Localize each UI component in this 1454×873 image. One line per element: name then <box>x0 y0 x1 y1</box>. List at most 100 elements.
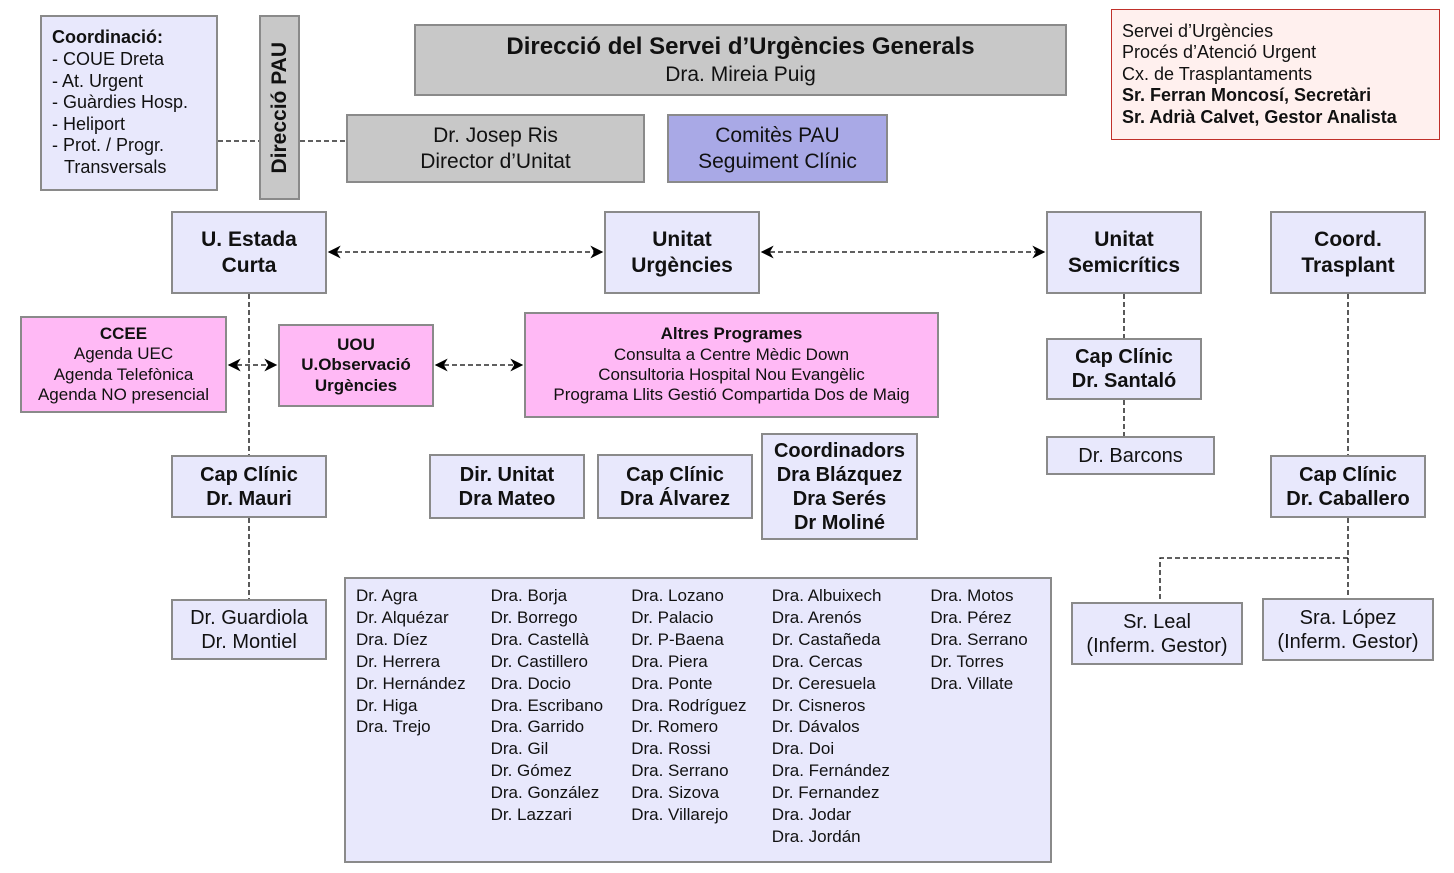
staff-member: Dra. Serrano <box>930 629 1028 649</box>
other-programs-box: Altres Programes Consulta a Centre Mèdic… <box>524 312 939 418</box>
info-line: Servei d’Urgències <box>1122 20 1274 41</box>
program-item: Programa Llits Gestió Compartida Dos de … <box>553 385 910 405</box>
staff-member: Dra. Cercas <box>771 651 863 671</box>
unit-label: Unitat <box>652 228 712 252</box>
ccee-title: CCEE <box>99 323 148 343</box>
staff-member: Dra. Escribano <box>490 695 604 715</box>
unit-trasplant: Coord. Trasplant <box>1270 211 1426 294</box>
staff-member: Dra. Jodar <box>771 805 852 825</box>
staff-column: Dra. Albuixech Dra. Arenós Dr. Castañeda Dr… <box>772 585 931 861</box>
other-programs-title: Altres Programes <box>660 324 803 344</box>
staff-member: Dra. Arenós <box>771 607 862 627</box>
leal-box: Sr. Leal (Inferm. Gestor) <box>1071 602 1243 665</box>
uou-box: UOU U.Observació Urgències <box>278 324 434 407</box>
info-box: Servei d’Urgències Procés d’Atenció Urge… <box>1111 9 1440 140</box>
staff-member: Dr. Hernández <box>356 673 466 693</box>
uou-line: UOU <box>337 334 375 354</box>
person-name: Dr. Barcons <box>1078 444 1183 467</box>
staff-member: Dr. Agra <box>356 586 418 605</box>
dir-mateo-box: Dir. Unitat Dra Mateo <box>429 454 585 519</box>
staff-member: Dr. Ceresuela <box>771 673 876 693</box>
staff-member: Dra. Doi <box>771 739 835 759</box>
staff-member: Dra. Rossi <box>631 739 711 759</box>
staff-member: Dr. Castillero <box>490 651 588 671</box>
secretary: Sr. Ferran Moncosí, Secretàri <box>1122 85 1372 106</box>
person-name: Dra Álvarez <box>619 487 731 510</box>
program-item: Consulta a Centre Mèdic Down <box>613 344 850 364</box>
role-label: Cap Clínic <box>200 463 298 486</box>
role-label: Coordinadors <box>773 439 906 462</box>
staff-member: Dra. Trejo <box>356 717 431 737</box>
info-line: Cx. de Trasplantaments <box>1122 63 1313 84</box>
staff-member: Dra. Piera <box>631 651 708 671</box>
staff-member: Dr. Fernandez <box>771 783 880 803</box>
staff-column: Dra. Motos Dra. Pérez Dra. Serrano Dr. Torr… <box>930 585 1050 861</box>
pau-label: Direcció PAU <box>267 41 291 174</box>
staff-member: Dra. Serrano <box>631 761 729 781</box>
staff-member: Dr. Romero <box>631 717 719 737</box>
cap-mauri-box: Cap Clínic Dr. Mauri <box>171 455 327 518</box>
staff-member: Dra. Villarejo <box>631 805 729 825</box>
staff-member: Dra. Jordán <box>771 826 861 846</box>
staff-member: Dra. Villate <box>930 673 1014 693</box>
committees-line: Comitès PAU <box>715 124 840 148</box>
coordination-box: Coordinació: - COUE Dreta - At. Urgent -… <box>40 15 218 191</box>
staff-member: Dr. Torres <box>930 651 1004 671</box>
unit-semicritics: Unitat Semicrítics <box>1046 211 1202 294</box>
staff-member: Dra. Fernández <box>771 761 890 781</box>
staff-member: Dra. Docio <box>490 673 571 693</box>
staff-column: Dr. Agra Dr. Alquézar Dra. Díez Dr. Herrera… <box>356 585 491 861</box>
unit-urgencies: Unitat Urgències <box>604 211 760 294</box>
staff-member: Dra. Albuixech <box>771 586 882 605</box>
unit-label: U. Estada <box>201 228 297 252</box>
ccee-box: CCEE Agenda UEC Agenda Telefònica Agenda… <box>20 316 227 413</box>
person-name: Dr. Guardiola <box>190 606 308 629</box>
coordination-title: Coordinació: <box>52 27 163 48</box>
guardiola-box: Dr. Guardiola Dr. Montiel <box>171 599 327 660</box>
unit-label: Curta <box>221 253 277 277</box>
analyst: Sr. Adrià Calvet, Gestor Analista <box>1122 106 1397 127</box>
staff-member: Dr. Herrera <box>356 651 441 671</box>
unit-estada-curta: U. Estada Curta <box>171 211 327 294</box>
staff-member: Dra. Díez <box>356 629 428 649</box>
person-name: Dra Blázquez <box>776 463 903 486</box>
person-name: Sra. López <box>1299 606 1397 629</box>
committees-box: Comitès PAU Seguiment Clínic <box>667 114 888 183</box>
uou-line: U.Observació <box>301 355 411 375</box>
unit-label: Urgències <box>631 253 733 277</box>
coordination-item: - Guàrdies Hosp. <box>52 92 189 113</box>
lopez-box: Sra. López (Inferm. Gestor) <box>1262 598 1434 661</box>
info-line: Procés d’Atenció Urgent <box>1122 42 1317 63</box>
ccee-item: Agenda Telefònica <box>53 364 194 384</box>
staff-member: Dr. P-Baena <box>631 629 724 649</box>
pau-direction-box: Direcció PAU <box>259 15 300 200</box>
staff-member: Dra. Sizova <box>631 783 720 803</box>
staff-list: Dr. Agra Dr. Alquézar Dra. Díez Dr. Herrera… <box>344 577 1052 863</box>
service-direction-box: Direcció del Servei d’Urgències Generals… <box>414 24 1067 96</box>
unit-label: Trasplant <box>1301 253 1395 277</box>
coordination-item: - Prot. / Progr. <box>52 135 165 156</box>
staff-member: Dr. Cisneros <box>771 695 866 715</box>
staff-member: Dra. Borja <box>490 586 568 605</box>
staff-column: Dra. Borja Dr. Borrego Dra. Castellà Dr. Ca… <box>491 585 632 861</box>
person-name: Dra Mateo <box>458 487 556 510</box>
staff-member: Dra. González <box>490 783 600 803</box>
ccee-item: Agenda NO presencial <box>37 384 210 404</box>
coordination-item: - At. Urgent <box>52 70 144 91</box>
staff-member: Dr. Alquézar <box>356 607 449 627</box>
barcons-box: Dr. Barcons <box>1046 436 1215 475</box>
coordination-item: - Heliport <box>52 113 126 134</box>
cap-santalo-box: Cap Clínic Dr. Santaló <box>1046 338 1202 400</box>
staff-member: Dr. Higa <box>356 695 418 715</box>
person-name: Dr. Montiel <box>201 630 297 653</box>
staff-member: Dra. Motos <box>930 586 1014 605</box>
unit-label: Coord. <box>1314 228 1382 252</box>
unit-label: Semicrítics <box>1067 253 1181 277</box>
staff-member: Dr. Gómez <box>490 761 572 781</box>
person-name: Dr Moliné <box>793 511 886 534</box>
role-label: Dir. Unitat <box>459 463 555 486</box>
staff-column: Dra. Lozano Dr. Palacio Dr. P-Baena Dra. Pi… <box>631 585 772 861</box>
role-label: (Inferm. Gestor) <box>1277 630 1419 653</box>
person-name: Dra Serés <box>792 487 887 510</box>
